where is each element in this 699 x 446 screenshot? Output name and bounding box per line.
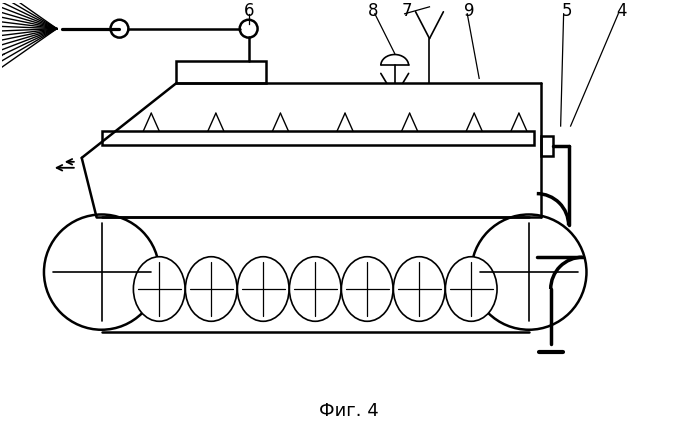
- Ellipse shape: [185, 257, 237, 321]
- Ellipse shape: [238, 257, 289, 321]
- Text: 8: 8: [368, 2, 378, 20]
- Text: 9: 9: [464, 2, 475, 20]
- Text: 7: 7: [401, 2, 412, 20]
- Circle shape: [44, 215, 159, 330]
- Ellipse shape: [445, 257, 497, 321]
- Text: Фиг. 4: Фиг. 4: [319, 402, 379, 420]
- Text: 6: 6: [243, 2, 254, 20]
- Ellipse shape: [289, 257, 341, 321]
- Text: 5: 5: [561, 2, 572, 20]
- Ellipse shape: [341, 257, 393, 321]
- Bar: [176, 62, 266, 83]
- Bar: [541, 136, 553, 156]
- Ellipse shape: [394, 257, 445, 321]
- Circle shape: [240, 20, 258, 37]
- Circle shape: [110, 20, 129, 37]
- Text: 4: 4: [616, 2, 626, 20]
- Ellipse shape: [134, 257, 185, 321]
- Bar: [101, 131, 534, 145]
- Circle shape: [471, 215, 586, 330]
